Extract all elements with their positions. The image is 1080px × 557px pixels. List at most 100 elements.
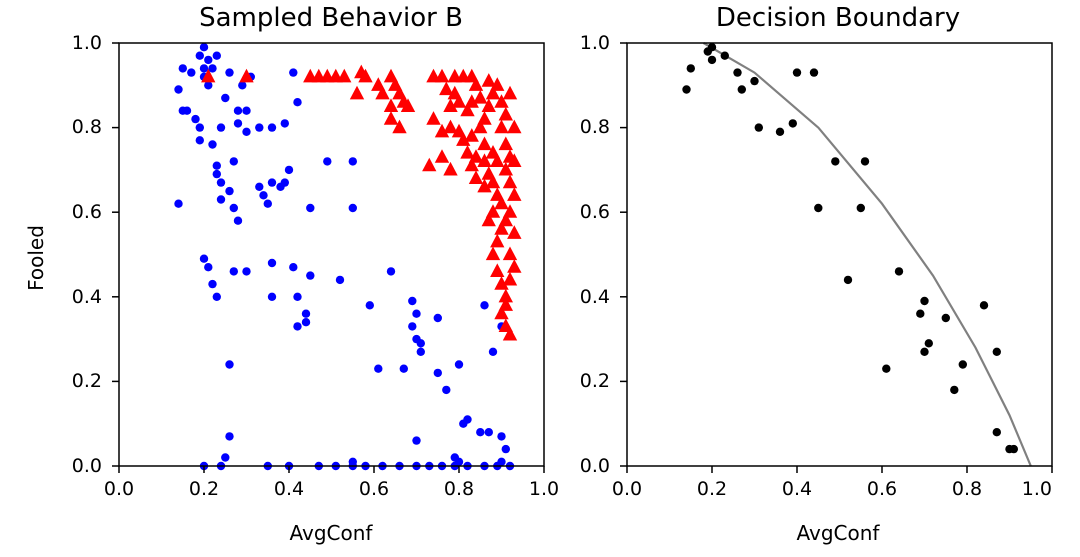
data-point-triangle — [502, 271, 518, 286]
data-point-triangle — [383, 111, 399, 125]
data-point-circle — [174, 85, 183, 94]
data-point-triangle — [490, 153, 505, 167]
data-point-circle — [737, 85, 746, 94]
data-point-circle — [212, 161, 221, 170]
data-point-triangle — [498, 136, 513, 151]
data-point-triangle — [481, 212, 496, 227]
data-point-circle — [754, 123, 763, 132]
data-point-triangle — [481, 98, 496, 112]
data-point-circle — [242, 267, 251, 276]
data-point-triangle — [434, 149, 450, 163]
data-point-triangle — [392, 119, 407, 134]
data-point-triangle — [426, 111, 441, 125]
left-xtick-label: 0.2 — [189, 478, 219, 500]
data-point-circle — [225, 432, 234, 441]
data-point-circle — [208, 64, 217, 73]
left-xticks: 0.0 0.2 0.4 0.6 0.8 1.0 — [104, 466, 559, 500]
data-point-triangle — [477, 111, 492, 125]
left-xtick-label: 0.4 — [274, 478, 304, 500]
data-point-circle — [416, 339, 425, 348]
data-point-circle — [229, 203, 238, 213]
data-point-triangle — [498, 106, 513, 121]
data-point-triangle — [494, 221, 509, 235]
data-point-circle — [212, 169, 221, 179]
data-point-triangle — [477, 136, 492, 151]
data-point-triangle — [239, 68, 254, 83]
data-point-triangle — [502, 174, 518, 189]
data-point-circle — [882, 364, 891, 373]
data-point-triangle — [502, 246, 518, 261]
data-point-triangle — [507, 259, 522, 273]
right-ytick-label: 0.4 — [580, 286, 610, 308]
right-ytick-label: 0.2 — [580, 370, 610, 392]
chart-right-title: Decision Boundary — [716, 3, 960, 33]
data-point-circle — [809, 68, 819, 77]
data-point-circle — [814, 203, 823, 213]
data-point-triangle — [507, 119, 522, 134]
data-point-circle — [454, 360, 464, 369]
data-point-circle — [497, 457, 506, 466]
data-point-triangle — [443, 98, 458, 112]
data-point-circle — [950, 385, 959, 395]
left-ytick-label: 0.8 — [72, 116, 102, 138]
data-point-triangle — [434, 123, 450, 138]
left-points — [174, 43, 522, 471]
data-point-circle — [920, 347, 929, 356]
data-point-circle — [259, 191, 268, 200]
data-point-circle — [450, 453, 459, 462]
data-point-circle — [212, 292, 221, 301]
data-point-circle — [476, 428, 485, 437]
data-point-circle — [488, 347, 498, 356]
right-ytick-label: 1.0 — [580, 32, 610, 54]
data-point-triangle — [451, 94, 467, 108]
data-point-circle — [199, 43, 209, 52]
data-point-circle — [306, 271, 315, 280]
right-boundary-line — [702, 42, 1032, 467]
data-point-circle — [348, 157, 357, 166]
data-point-circle — [199, 254, 209, 263]
right-yticks: 0.0 0.2 0.4 0.6 0.8 1.0 — [580, 32, 627, 477]
data-point-circle — [208, 279, 217, 289]
data-point-circle — [386, 267, 396, 276]
data-point-circle — [199, 64, 209, 73]
data-point-circle — [221, 453, 230, 462]
data-point-circle — [480, 301, 489, 310]
left-ylabel: Fooled — [24, 225, 48, 291]
chart-right: Decision Boundary 0.0 0.2 0.4 0.6 0.8 1.… — [580, 3, 1053, 545]
data-point-triangle — [400, 98, 416, 112]
data-point-circle — [267, 178, 277, 187]
data-point-circle — [229, 157, 238, 166]
data-point-circle — [174, 199, 183, 208]
data-point-circle — [501, 444, 510, 454]
data-point-circle — [497, 432, 506, 441]
data-point-triangle — [485, 246, 501, 261]
left-ytick-label: 0.6 — [72, 201, 102, 223]
data-point-circle — [707, 55, 717, 65]
data-point-circle — [894, 267, 904, 276]
data-point-circle — [267, 123, 277, 132]
data-point-triangle — [485, 85, 501, 100]
data-point-triangle — [468, 170, 484, 184]
data-point-triangle — [439, 81, 454, 96]
data-point-triangle — [490, 233, 505, 248]
data-point-triangle — [358, 68, 373, 83]
data-point-circle — [365, 301, 374, 310]
data-point-circle — [733, 68, 742, 77]
right-xticks: 0.0 0.2 0.4 0.6 0.8 1.0 — [612, 466, 1053, 500]
data-point-triangle — [349, 85, 365, 100]
data-point-triangle — [502, 85, 518, 100]
data-point-circle — [992, 428, 1001, 437]
data-point-triangle — [507, 153, 522, 167]
data-point-triangle — [473, 119, 488, 134]
data-point-circle — [412, 436, 421, 445]
left-xtick-label: 0.8 — [444, 478, 474, 500]
data-point-circle — [775, 127, 785, 136]
data-point-triangle — [383, 98, 399, 112]
data-point-triangle — [498, 212, 513, 227]
data-point-circle — [335, 275, 345, 285]
data-point-triangle — [375, 85, 390, 100]
data-point-circle — [408, 296, 417, 306]
data-point-circle — [233, 216, 243, 225]
data-point-circle — [374, 364, 383, 373]
